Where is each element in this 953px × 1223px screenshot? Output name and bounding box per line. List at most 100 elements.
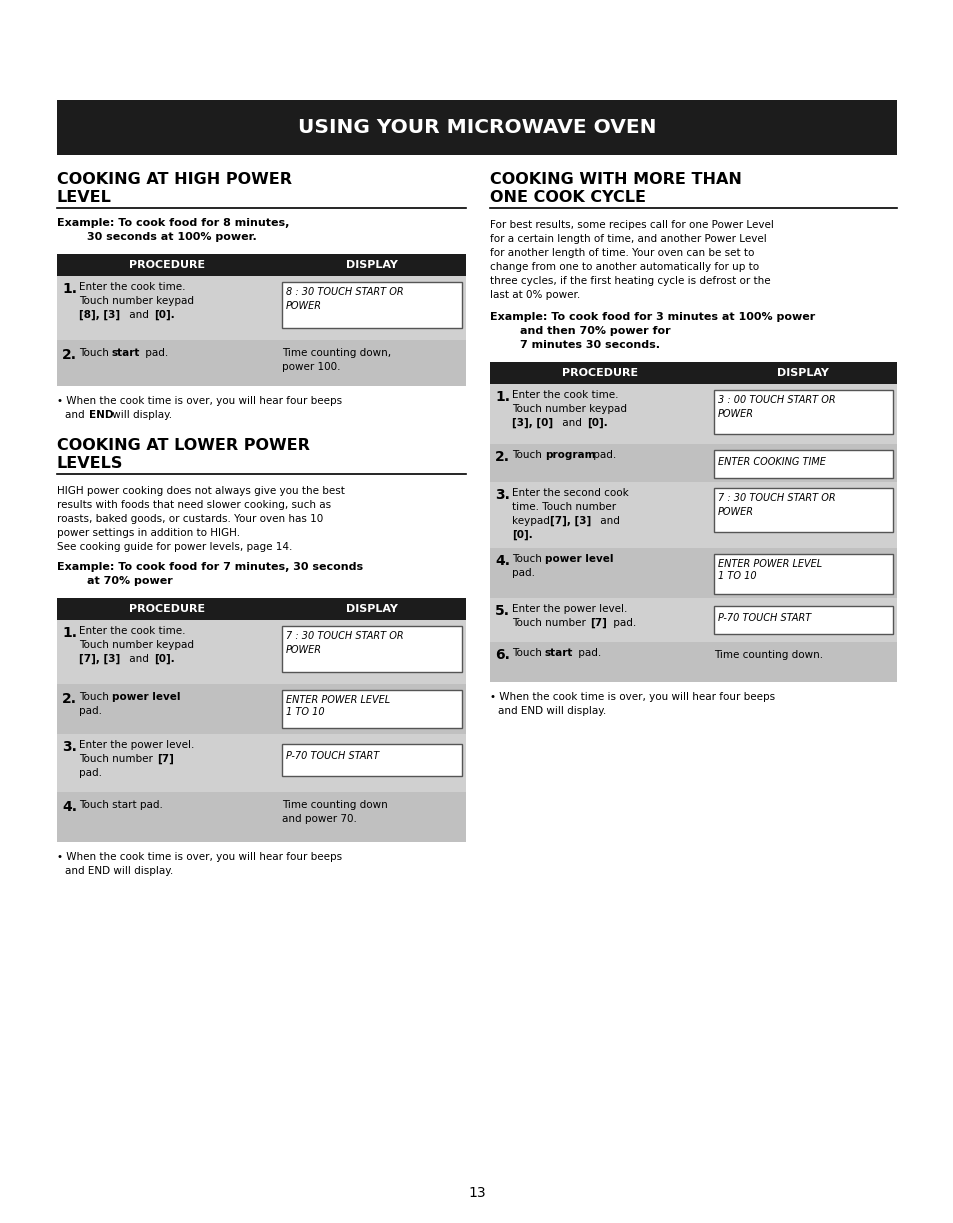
Text: Enter the second cook: Enter the second cook	[512, 488, 628, 498]
Text: 6.: 6.	[495, 648, 509, 662]
Text: Touch: Touch	[512, 648, 544, 658]
Text: pad.: pad.	[589, 450, 616, 460]
Text: 4.: 4.	[495, 554, 510, 567]
Bar	[713, 488, 892, 532]
Text: ENTER POWER LEVEL: ENTER POWER LEVEL	[286, 695, 390, 704]
Text: and END will display.: and END will display.	[65, 866, 173, 876]
Text: Touch: Touch	[512, 554, 544, 564]
Bar	[490, 384, 896, 444]
Text: Enter the cook time.: Enter the cook time.	[79, 283, 185, 292]
Bar	[281, 283, 461, 328]
Bar	[57, 793, 465, 841]
Text: pad.: pad.	[512, 567, 535, 578]
Text: 4.: 4.	[62, 800, 77, 815]
Bar	[281, 626, 461, 671]
Text: Touch: Touch	[512, 450, 544, 460]
Text: 2.: 2.	[495, 450, 510, 464]
Text: Time counting down,: Time counting down,	[281, 349, 391, 358]
Text: [0].: [0].	[586, 418, 607, 428]
Text: [7]: [7]	[157, 755, 173, 764]
Text: pad.: pad.	[575, 648, 600, 658]
Text: results with foods that need slower cooking, such as: results with foods that need slower cook…	[57, 500, 331, 510]
Text: COOKING WITH MORE THAN: COOKING WITH MORE THAN	[490, 172, 741, 187]
Text: program: program	[544, 450, 595, 460]
Text: Touch start pad.: Touch start pad.	[79, 800, 163, 810]
Text: For best results, some recipes call for one Power Level: For best results, some recipes call for …	[490, 220, 773, 230]
Text: 1 TO 10: 1 TO 10	[286, 707, 324, 717]
Text: Time counting down: Time counting down	[281, 800, 387, 810]
Text: Enter the cook time.: Enter the cook time.	[79, 626, 185, 636]
Text: 8 : 30 TOUCH START OR: 8 : 30 TOUCH START OR	[286, 287, 403, 297]
Text: at 70% power: at 70% power	[87, 576, 172, 586]
Bar	[713, 450, 892, 478]
Text: PROCEDURE: PROCEDURE	[561, 368, 638, 378]
Text: and: and	[558, 418, 584, 428]
Text: POWER: POWER	[717, 508, 753, 517]
Bar	[281, 690, 461, 728]
Text: 3.: 3.	[62, 740, 77, 755]
Text: will display.: will display.	[109, 410, 172, 419]
Text: LEVELS: LEVELS	[57, 456, 123, 471]
Text: pad.: pad.	[142, 349, 168, 358]
Text: Touch number: Touch number	[512, 618, 589, 627]
Text: for a certain length of time, and another Power Level: for a certain length of time, and anothe…	[490, 234, 766, 245]
Text: 3 : 00 TOUCH START OR: 3 : 00 TOUCH START OR	[717, 395, 835, 405]
Text: Enter the power level.: Enter the power level.	[512, 604, 627, 614]
Text: Touch number keypad: Touch number keypad	[79, 296, 193, 306]
Text: USING YOUR MICROWAVE OVEN: USING YOUR MICROWAVE OVEN	[297, 117, 656, 137]
Text: PROCEDURE: PROCEDURE	[130, 604, 205, 614]
Text: P-70 TOUCH START: P-70 TOUCH START	[717, 613, 810, 623]
Text: change from one to another automatically for up to: change from one to another automatically…	[490, 262, 759, 272]
Text: P-70 TOUCH START: P-70 TOUCH START	[286, 751, 378, 761]
Text: 3.: 3.	[495, 488, 509, 501]
Text: power level: power level	[112, 692, 180, 702]
Text: time. Touch number: time. Touch number	[512, 501, 616, 512]
Text: 1.: 1.	[62, 626, 77, 640]
Text: three cycles, if the first heating cycle is defrost or the: three cycles, if the first heating cycle…	[490, 276, 770, 286]
Text: [0].: [0].	[153, 309, 174, 320]
Bar	[713, 607, 892, 634]
Text: start: start	[112, 349, 140, 358]
Bar	[57, 684, 465, 734]
Text: Touch number keypad: Touch number keypad	[79, 640, 193, 649]
Text: POWER: POWER	[717, 408, 753, 419]
Text: Enter the cook time.: Enter the cook time.	[512, 390, 618, 400]
Text: keypad: keypad	[512, 516, 553, 526]
Text: PROCEDURE: PROCEDURE	[130, 260, 205, 270]
Bar	[490, 548, 896, 598]
Text: and: and	[126, 654, 152, 664]
Bar	[57, 620, 465, 684]
Text: POWER: POWER	[286, 645, 321, 656]
Text: pad.: pad.	[609, 618, 636, 627]
Text: pad.: pad.	[79, 706, 102, 715]
Text: start: start	[544, 648, 573, 658]
Text: Time counting down.: Time counting down.	[713, 649, 822, 660]
Text: Touch number: Touch number	[79, 755, 156, 764]
Text: and: and	[597, 516, 619, 526]
Bar	[713, 554, 892, 594]
Text: Example: To cook food for 8 minutes,: Example: To cook food for 8 minutes,	[57, 218, 289, 227]
Text: power level: power level	[544, 554, 613, 564]
Text: last at 0% power.: last at 0% power.	[490, 290, 579, 300]
Text: roasts, baked goods, or custards. Your oven has 10: roasts, baked goods, or custards. Your o…	[57, 514, 323, 523]
Bar	[281, 744, 461, 777]
Bar	[57, 340, 465, 386]
Bar	[490, 482, 896, 548]
Bar	[57, 254, 465, 276]
Text: and: and	[65, 410, 88, 419]
Text: [8], [3]: [8], [3]	[79, 309, 120, 320]
Bar	[490, 444, 896, 482]
Text: DISPLAY: DISPLAY	[346, 604, 397, 614]
Text: [3], [0]: [3], [0]	[512, 418, 553, 428]
Text: and: and	[126, 309, 152, 320]
Text: and power 70.: and power 70.	[281, 815, 356, 824]
Text: ENTER POWER LEVEL: ENTER POWER LEVEL	[717, 559, 821, 569]
Text: 13: 13	[468, 1186, 485, 1200]
Text: [7], [3]: [7], [3]	[550, 516, 591, 526]
Text: 30 seconds at 100% power.: 30 seconds at 100% power.	[87, 232, 256, 242]
Text: Touch: Touch	[79, 349, 112, 358]
Text: for another length of time. Your oven can be set to: for another length of time. Your oven ca…	[490, 248, 754, 258]
Text: • When the cook time is over, you will hear four beeps: • When the cook time is over, you will h…	[490, 692, 774, 702]
Bar	[490, 362, 896, 384]
Text: [7], [3]: [7], [3]	[79, 654, 120, 664]
